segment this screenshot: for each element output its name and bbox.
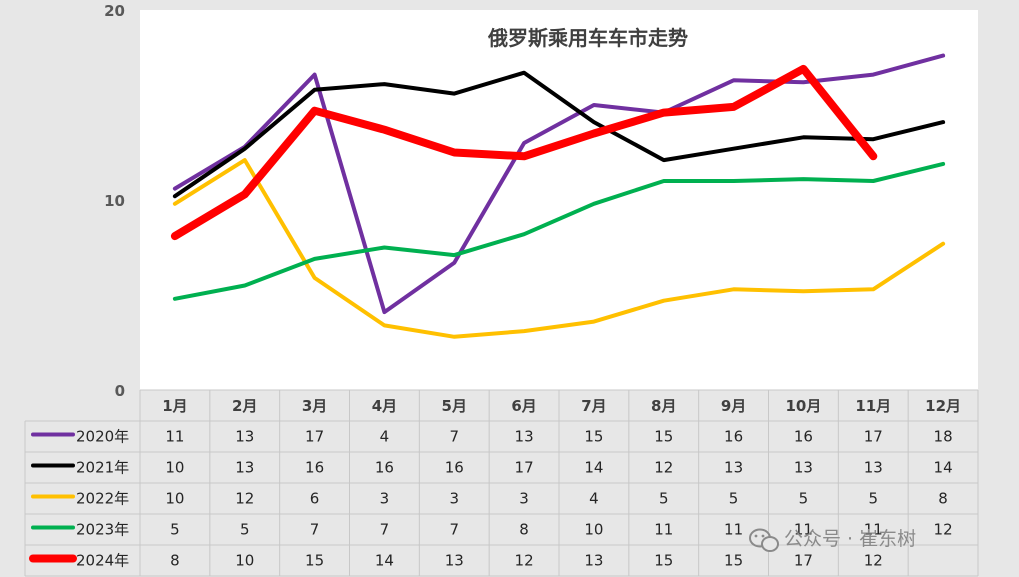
data-label-2024年-3: 15 [305, 552, 324, 570]
x-axis-categories: 1月 2月 3月 4月 5月 6月 7月 8月 9月 10月 11月 12月 [162, 397, 961, 415]
data-label-2024年-6: 12 [515, 552, 534, 570]
data-label-2021年-7: 14 [584, 459, 603, 477]
wechat-icon [749, 528, 779, 552]
x-tick-label-12: 12月 [925, 397, 961, 415]
data-label-2024年-10: 17 [794, 552, 813, 570]
data-label-2021年-12: 14 [934, 459, 953, 477]
data-label-2021年-4: 16 [375, 459, 394, 477]
data-label-2022年-9: 5 [729, 490, 739, 508]
data-label-2022年-5: 3 [449, 490, 459, 508]
data-table-cells: 11 13 17 4 7 13 15 15 16 16 17 18 10 13 16 16 16 17 14 12 13… [165, 428, 952, 570]
data-label-2021年-5: 16 [445, 459, 464, 477]
watermark-text: 公众号 · 崔东树 [784, 528, 916, 550]
x-tick-label-10: 10月 [785, 397, 821, 415]
data-label-2022年-1: 10 [165, 490, 184, 508]
data-label-2024年-1: 8 [170, 552, 180, 570]
data-label-2022年-7: 4 [589, 490, 599, 508]
data-label-2022年-10: 5 [799, 490, 809, 508]
series-line-2021年 [172, 70, 946, 199]
data-label-2024年-2: 10 [235, 552, 254, 570]
data-label-2020年-9: 16 [724, 428, 743, 446]
data-label-2021年-2: 13 [235, 459, 254, 477]
data-label-2021年-1: 10 [165, 459, 184, 477]
legend-label-2022年: 2022年 [76, 490, 129, 508]
series-line-2024年 [170, 64, 878, 241]
data-label-2023年-5: 7 [449, 521, 459, 539]
data-label-2022年-2: 12 [235, 490, 254, 508]
series-line-2023年 [172, 161, 946, 301]
data-label-2020年-8: 15 [654, 428, 673, 446]
data-label-2023年-10: 11 [794, 521, 813, 539]
plot-area [140, 10, 978, 390]
data-label-2020年-6: 13 [515, 428, 534, 446]
data-label-2021年-11: 13 [864, 459, 883, 477]
data-label-2023年-4: 7 [380, 521, 390, 539]
x-tick-label-4: 4月 [372, 397, 397, 415]
data-label-2022年-6: 3 [519, 490, 529, 508]
y-tick-label-0: 0 [115, 382, 125, 400]
x-tick-label-9: 9月 [721, 397, 746, 415]
data-label-2020年-10: 16 [794, 428, 813, 446]
y-tick-label-10: 10 [104, 192, 125, 210]
x-tick-label-7: 7月 [581, 397, 606, 415]
y-tick-label-20: 20 [104, 2, 125, 20]
legend-label-2021年: 2021年 [76, 459, 129, 477]
x-tick-label-8: 8月 [651, 397, 676, 415]
data-label-2020年-11: 17 [864, 428, 883, 446]
data-label-2024年-5: 13 [445, 552, 464, 570]
data-label-2020年-5: 7 [449, 428, 459, 446]
data-label-2020年-3: 17 [305, 428, 324, 446]
data-label-2022年-12: 8 [938, 490, 948, 508]
data-label-2024年-8: 15 [654, 552, 673, 570]
x-tick-label-2: 2月 [232, 397, 257, 415]
x-tick-label-11: 11月 [855, 397, 891, 415]
data-label-2024年-11: 12 [864, 552, 883, 570]
data-label-2023年-6: 8 [519, 521, 529, 539]
data-label-2024年-9: 15 [724, 552, 743, 570]
data-label-2023年-2: 5 [240, 521, 250, 539]
x-tick-label-1: 1月 [162, 397, 187, 415]
legend-label-2024年: 2024年 [76, 552, 129, 570]
x-tick-label-3: 3月 [302, 397, 327, 415]
legend-label-2023年: 2023年 [76, 521, 129, 539]
data-label-2023年-12: 12 [934, 521, 953, 539]
data-label-2021年-6: 17 [515, 459, 534, 477]
data-label-2021年-10: 13 [794, 459, 813, 477]
data-table-grid [24, 389, 979, 577]
y-axis: 0 10 20 [104, 2, 125, 400]
x-tick-label-5: 5月 [442, 397, 467, 415]
data-label-2020年-4: 4 [380, 428, 390, 446]
data-label-2023年-7: 10 [584, 521, 603, 539]
chart-title: 俄罗斯乘用车车市走势 [487, 26, 688, 50]
legend: 2020年 2021年 2022年 2023年 2024年 [29, 428, 129, 570]
data-label-2020年-1: 11 [165, 428, 184, 446]
data-label-2022年-3: 6 [310, 490, 320, 508]
data-label-2023年-9: 11 [724, 521, 743, 539]
data-label-2020年-12: 18 [934, 428, 953, 446]
data-label-2023年-8: 11 [654, 521, 673, 539]
series-lines [170, 53, 946, 339]
series-line-2022年 [172, 158, 946, 339]
legend-label-2020年: 2020年 [76, 428, 129, 446]
data-label-2023年-11: 11 [864, 521, 883, 539]
data-label-2023年-1: 5 [170, 521, 180, 539]
data-label-2024年-7: 13 [584, 552, 603, 570]
data-label-2021年-9: 13 [724, 459, 743, 477]
data-label-2022年-8: 5 [659, 490, 669, 508]
data-label-2022年-11: 5 [868, 490, 878, 508]
x-tick-label-6: 6月 [511, 397, 536, 415]
data-label-2023年-3: 7 [310, 521, 320, 539]
data-label-2021年-3: 16 [305, 459, 324, 477]
data-label-2022年-4: 3 [380, 490, 390, 508]
data-label-2020年-2: 13 [235, 428, 254, 446]
watermark: 公众号 · 崔东树 [749, 528, 916, 552]
data-label-2020年-7: 15 [584, 428, 603, 446]
data-label-2021年-8: 12 [654, 459, 673, 477]
data-label-2024年-4: 14 [375, 552, 394, 570]
